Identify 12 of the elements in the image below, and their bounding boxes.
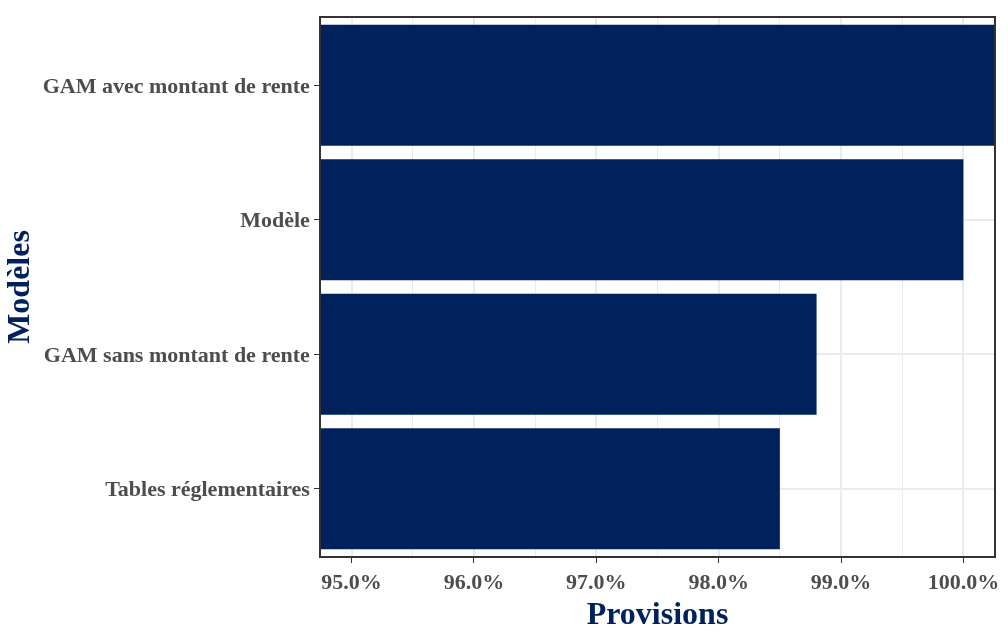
y-tick-label: GAM sans montant de rente [43, 341, 311, 367]
y-axis-title: Modèles [0, 230, 36, 344]
x-tick-label: 95.0% [321, 569, 382, 595]
y-tick-label: Tables réglementaires [105, 476, 311, 502]
x-tick-label: 97.0% [566, 569, 627, 595]
y-tick-label: Modèle [240, 207, 311, 233]
x-tick-label: 96.0% [443, 569, 505, 595]
x-tick-label: 98.0% [688, 569, 749, 595]
x-axis-title: Provisions [586, 594, 729, 631]
x-tick-label: 99.0% [810, 569, 872, 595]
x-tick-label: 100.0% [927, 569, 1000, 595]
y-tick-label: GAM avec montant de rente [42, 72, 311, 98]
